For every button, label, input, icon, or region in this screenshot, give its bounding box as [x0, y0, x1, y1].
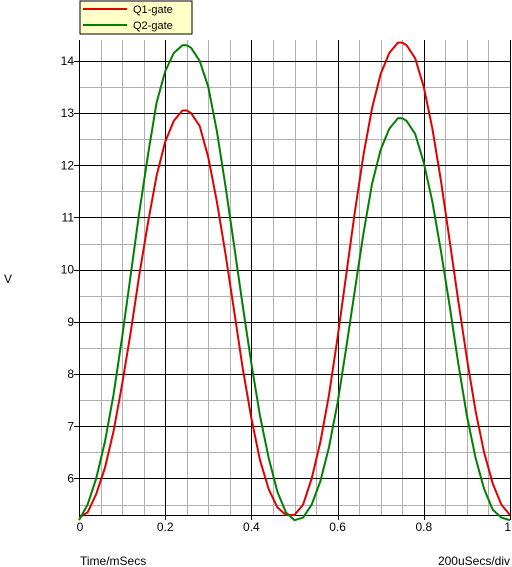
- x-tick-label: 0.6: [329, 520, 346, 534]
- series-line-q2-gate: [78, 44, 511, 522]
- legend-label-q2-gate: Q2-gate: [133, 20, 173, 32]
- y-tick-label: 6: [67, 471, 74, 485]
- y-tick-label: 14: [61, 54, 75, 68]
- y-axis-label: V: [4, 272, 12, 286]
- y-tick-label: 12: [61, 158, 75, 172]
- y-tick-label: 11: [62, 210, 75, 224]
- legend: Q1-gate Q2-gate: [79, 0, 193, 35]
- series-line-q1-gate: [78, 41, 511, 519]
- x-tick-label: 0: [77, 520, 84, 534]
- y-tick-label: 9: [67, 315, 74, 329]
- legend-label-q1-gate: Q1-gate: [133, 4, 173, 16]
- legend-box: [79, 0, 193, 35]
- x-tick-label: 0.8: [415, 520, 432, 534]
- x-tick-label: 0.2: [157, 520, 174, 534]
- y-tick-label: 8: [67, 367, 74, 381]
- x-tick-label: 1: [504, 520, 511, 534]
- y-tick-label: 13: [61, 106, 75, 120]
- x-axis-label: Time/mSecs: [80, 554, 146, 567]
- tick-labels: 0 0.2 0.4 0.6 0.8 1 6 7 8 9 10 11 12 13 14: [61, 54, 512, 534]
- x-tick-label: 0.4: [243, 520, 260, 534]
- y-tick-label: 10: [61, 263, 75, 277]
- scale-label: 200uSecs/div: [438, 554, 510, 567]
- y-tick-label: 7: [67, 419, 74, 433]
- series-layer: [78, 41, 511, 522]
